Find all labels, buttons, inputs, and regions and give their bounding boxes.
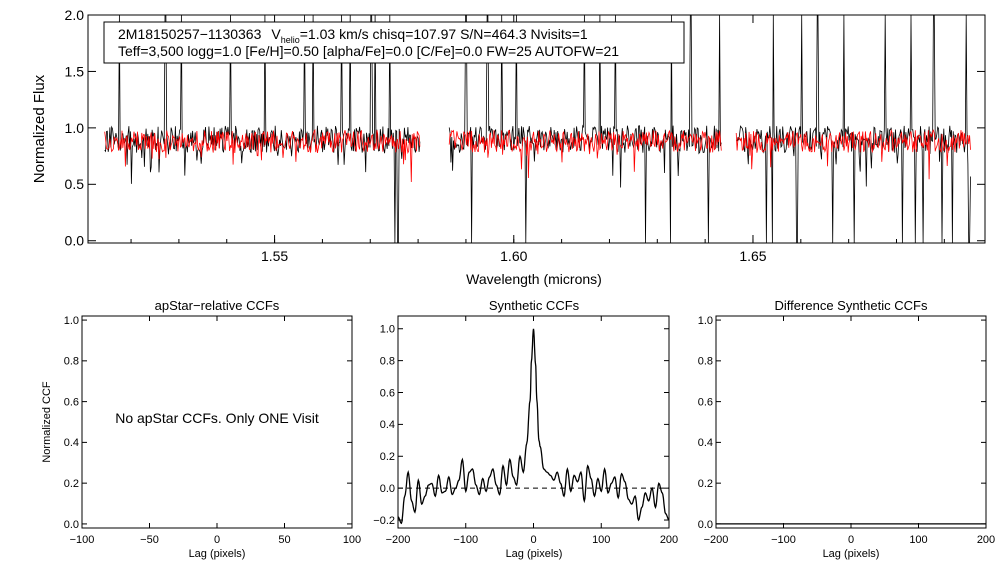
observed-spectrum-segment bbox=[736, 14, 971, 244]
difference-ccf-xlabel: Lag (pixels) bbox=[823, 548, 880, 560]
y-tick-label: 0.4 bbox=[64, 437, 79, 449]
spectrum-ylabel: Normalized Flux bbox=[31, 74, 48, 183]
y-tick-label: 1.0 bbox=[698, 315, 713, 327]
model-spectrum-segment bbox=[735, 128, 971, 180]
y-tick-label: 0.0 bbox=[65, 233, 85, 249]
y-tick-label: 0.2 bbox=[380, 451, 395, 463]
difference-ccf-panel: Difference Synthetic CCFs −200 −100 0 100 20… bbox=[698, 298, 995, 560]
y-tick-label: 0.6 bbox=[64, 396, 79, 408]
y-tick-label: 0.4 bbox=[698, 437, 713, 449]
x-tick-label: −100 bbox=[453, 534, 478, 546]
y-tick-label: 0.5 bbox=[65, 176, 85, 192]
spectrum-panel: 1.55 1.60 1.65 0.0 0.5 1.0 1.5 2.0 2M18150257−1… bbox=[31, 7, 986, 287]
y-tick-label: 0.0 bbox=[380, 483, 395, 495]
y-tick-label: 0.6 bbox=[380, 387, 395, 399]
x-tick-label: 200 bbox=[977, 534, 995, 546]
model-spectrum-segment bbox=[448, 129, 722, 179]
y-tick-label: 1.0 bbox=[64, 315, 79, 327]
x-tick-label: 0 bbox=[530, 534, 536, 546]
y-tick-label: 0.0 bbox=[698, 519, 713, 531]
spectrum-header-line1: 2M18150257−1130363 Vhelio=1.03 km/s chisq… bbox=[118, 26, 588, 45]
header-stats: =1.03 km/s chisq=107.97 S/N=464.3 Nvisit… bbox=[300, 26, 588, 42]
x-tick-label: 200 bbox=[660, 534, 678, 546]
spectrum-frame bbox=[87, 14, 986, 244]
spectrum-data bbox=[104, 14, 971, 244]
y-tick-label: 1.5 bbox=[65, 63, 85, 79]
difference-ccf-frame bbox=[715, 315, 987, 529]
x-tick-label: 100 bbox=[909, 534, 927, 546]
apstar-ccf-xlabel: Lag (pixels) bbox=[189, 548, 246, 560]
x-tick-label: −200 bbox=[386, 534, 411, 546]
x-tick-label: −200 bbox=[704, 534, 729, 546]
vhelio-subscript: helio bbox=[281, 35, 300, 45]
synthetic-ccf-xlabel: Lag (pixels) bbox=[506, 548, 563, 560]
difference-ccf-axes: −200 −100 0 100 200 0.0 0.2 0.4 0.6 0.8 1.0 bbox=[698, 315, 995, 546]
y-tick-label: 1.0 bbox=[65, 120, 85, 136]
y-tick-label: 1.0 bbox=[380, 324, 395, 336]
x-tick-label: −100 bbox=[70, 534, 95, 546]
x-tick-label: 100 bbox=[592, 534, 610, 546]
y-tick-label: −0.2 bbox=[373, 515, 395, 527]
y-tick-label: 0.6 bbox=[698, 396, 713, 408]
spectrum-axes: 1.55 1.60 1.65 0.0 0.5 1.0 1.5 2.0 bbox=[65, 7, 985, 264]
synthetic-ccf-line bbox=[397, 328, 670, 525]
synthetic-ccf-panel: Synthetic CCFs −200 −100 0 100 200 −0.2 0.0 0.2… bbox=[373, 298, 678, 560]
apstar-ccf-note: No apStar CCFs. Only ONE Visit bbox=[115, 410, 319, 426]
x-tick-label: 1.55 bbox=[261, 248, 288, 264]
synthetic-ccf-data bbox=[397, 328, 670, 525]
x-tick-label: 1.65 bbox=[739, 248, 766, 264]
y-tick-label: 2.0 bbox=[65, 7, 85, 23]
spectrum-header-line2: Teff=3,500 logg=1.0 [Fe/H]=0.50 [alpha/F… bbox=[118, 43, 619, 59]
y-tick-label: 0.4 bbox=[380, 419, 395, 431]
spectrum-header-box bbox=[103, 21, 685, 64]
x-tick-label: 1.60 bbox=[500, 248, 527, 264]
difference-ccf-title: Difference Synthetic CCFs bbox=[775, 298, 928, 313]
x-tick-label: 100 bbox=[343, 534, 361, 546]
apstar-ccf-axes: −100 −50 0 50 100 0.0 0.2 0.4 0.6 0.8 1.0 bbox=[64, 315, 361, 546]
x-tick-label: 0 bbox=[214, 534, 220, 546]
x-tick-label: −100 bbox=[771, 534, 796, 546]
y-tick-label: 0.2 bbox=[64, 478, 79, 490]
x-tick-label: 50 bbox=[278, 534, 290, 546]
apstar-ccf-title: apStar−relative CCFs bbox=[155, 298, 280, 313]
y-tick-label: 0.8 bbox=[64, 356, 79, 368]
apstar-ccf-ylabel: Normalized CCF bbox=[41, 381, 53, 463]
synthetic-ccf-title: Synthetic CCFs bbox=[489, 298, 580, 313]
synthetic-ccf-axes: −200 −100 0 100 200 −0.2 0.0 0.2 0.4 0.6 0.8 1.0 bbox=[373, 316, 678, 546]
synthetic-ccf-frame bbox=[397, 315, 670, 529]
x-tick-label: 0 bbox=[848, 534, 854, 546]
y-tick-label: 0.8 bbox=[698, 356, 713, 368]
star-id: 2M18150257−1130363 bbox=[118, 26, 262, 42]
x-tick-label: −50 bbox=[140, 534, 159, 546]
y-tick-label: 0.0 bbox=[64, 519, 79, 531]
model-spectrum-segment bbox=[104, 128, 421, 183]
y-tick-label: 0.8 bbox=[380, 355, 395, 367]
apstar-ccf-panel: apStar−relative CCFs −100 −50 0 50 100 0.0 0.2… bbox=[41, 298, 361, 560]
vhelio-symbol: V bbox=[271, 26, 281, 42]
y-tick-label: 0.2 bbox=[698, 478, 713, 490]
spectrum-xlabel: Wavelength (microns) bbox=[466, 271, 602, 287]
